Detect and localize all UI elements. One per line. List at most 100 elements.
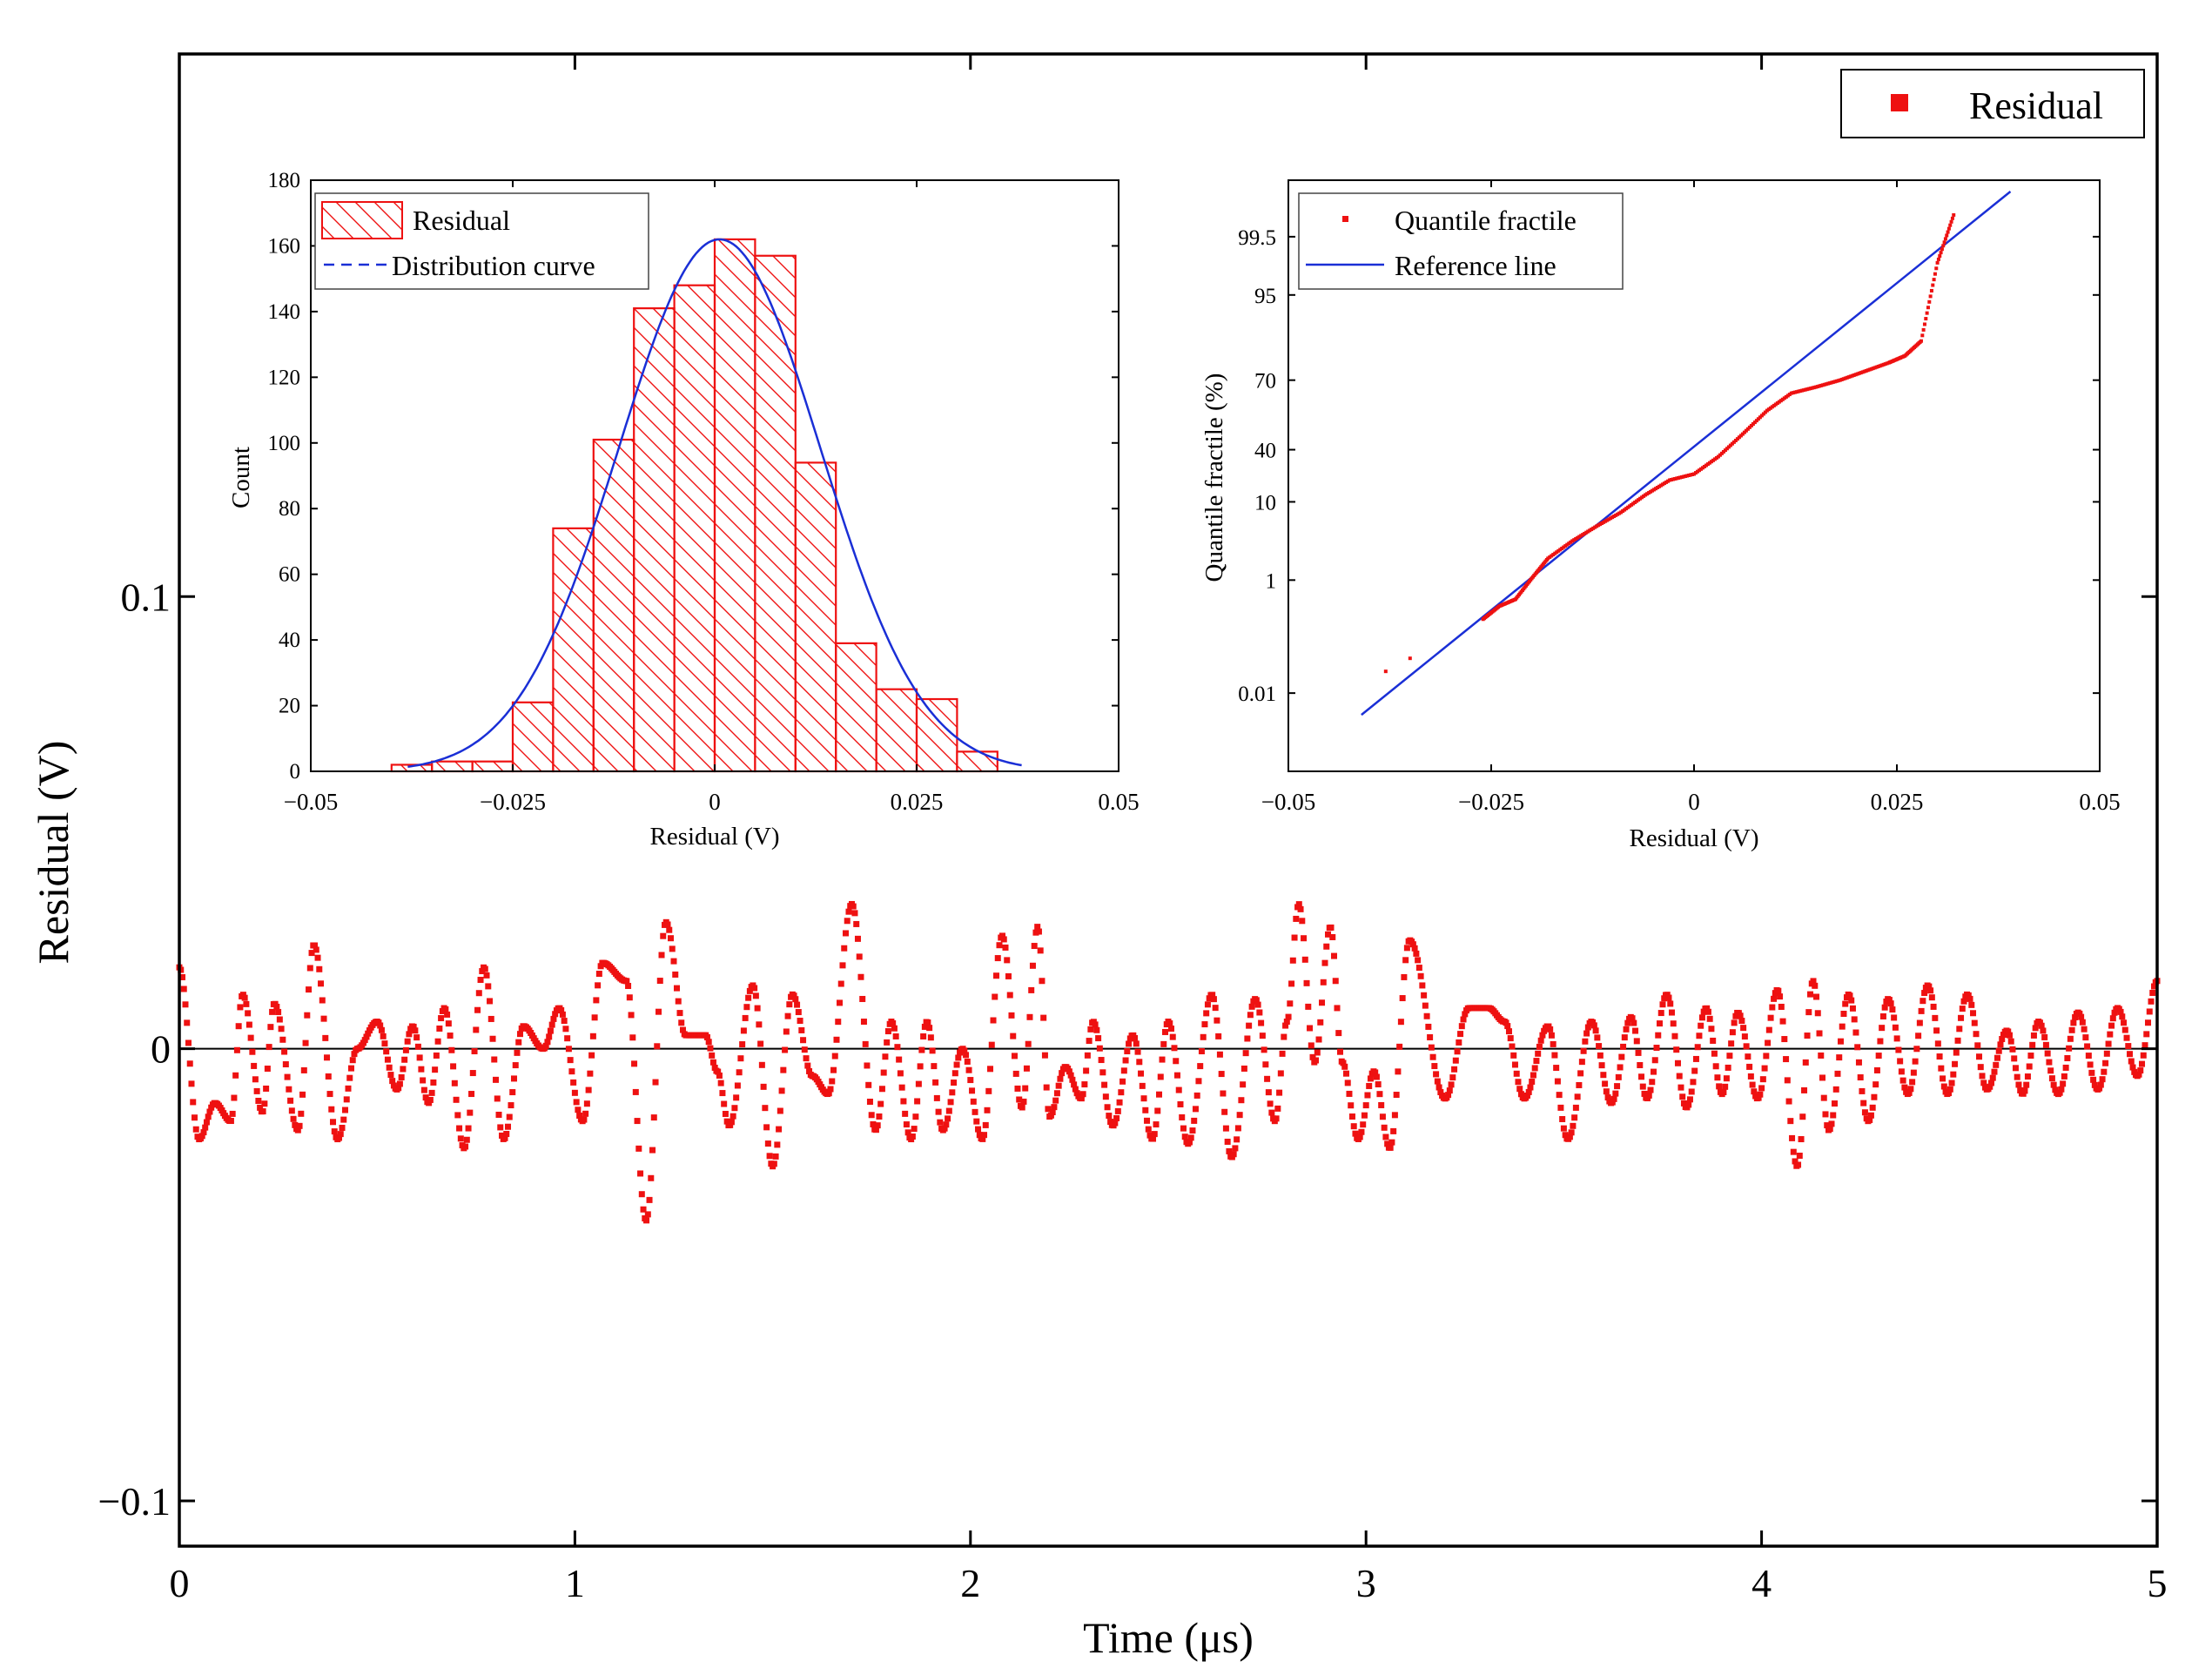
residual-point	[1277, 1070, 1284, 1077]
residual-point	[1597, 1052, 1604, 1059]
residual-point	[1071, 1081, 1078, 1088]
residual-point	[638, 1191, 645, 1198]
residual-point	[1572, 1104, 1579, 1111]
residual-point	[1548, 1032, 1555, 1039]
residual-point	[804, 1062, 811, 1069]
probability-legend: Quantile fractile Reference line	[1298, 192, 1624, 290]
residual-point	[654, 1043, 661, 1050]
residual-point	[723, 1118, 730, 1125]
quantile-point	[1941, 244, 1946, 248]
residual-point	[1795, 1161, 1802, 1168]
residual-point	[1860, 1100, 1867, 1107]
residual-point	[546, 1033, 553, 1040]
residual-point	[1852, 1029, 1859, 1036]
quantile-point	[1942, 240, 1946, 245]
residual-point	[503, 1130, 510, 1137]
residual-point	[1378, 1101, 1385, 1108]
residual-point	[1425, 1023, 1432, 1030]
histogram-x-tick-label: 0.025	[891, 789, 944, 815]
residual-point	[845, 908, 852, 915]
residual-point	[1403, 945, 1410, 952]
residual-point	[481, 965, 488, 972]
residual-point	[433, 1052, 440, 1059]
histogram-bar	[673, 284, 716, 773]
residual-point	[1332, 978, 1339, 985]
residual-point	[1051, 1104, 1058, 1111]
residual-point	[568, 1068, 575, 1075]
residual-point	[564, 1035, 571, 1042]
residual-point	[1504, 1023, 1511, 1030]
residual-point	[1728, 1040, 1735, 1047]
quantile-point	[1931, 283, 1935, 287]
residual-point	[1828, 1120, 1835, 1127]
histogram-bar	[875, 688, 918, 773]
residual-point	[1716, 1083, 1723, 1090]
residual-point	[1967, 995, 1973, 1002]
residual-point	[1657, 1020, 1664, 1027]
main-legend: Residual	[1840, 69, 2145, 138]
residual-point	[1759, 1076, 1766, 1083]
residual-point	[1918, 1007, 1925, 1014]
residual-point	[404, 1038, 411, 1045]
residual-point	[1144, 1117, 1151, 1124]
probability-x-tick-label: 0.025	[1871, 789, 1924, 815]
residual-point	[558, 1006, 565, 1013]
residual-point	[1927, 987, 1934, 994]
residual-point	[1215, 1033, 1222, 1039]
residual-point	[1536, 1043, 1543, 1050]
residual-point	[2099, 1076, 2106, 1083]
residual-point	[963, 1052, 970, 1059]
residual-point	[1673, 1046, 1680, 1053]
residual-point	[1303, 979, 1310, 986]
residual-point	[1993, 1061, 2000, 1068]
residual-point	[631, 1060, 638, 1067]
residual-point	[650, 1114, 657, 1121]
residual-point	[676, 1010, 683, 1017]
probability-y-tick-label: 40	[1254, 440, 1276, 463]
residual-point	[1820, 1094, 1827, 1101]
residual-point	[182, 1001, 189, 1008]
residual-point	[1503, 1019, 1509, 1026]
residual-point	[1576, 1081, 1583, 1088]
residual-point	[1240, 1065, 1247, 1072]
residual-point	[1214, 1017, 1220, 1024]
residual-point	[1175, 1086, 1182, 1093]
histogram-y-tick-label: 160	[268, 234, 301, 258]
residual-point	[1859, 1087, 1866, 1094]
residual-point	[1895, 1046, 1902, 1053]
residual-point	[918, 1046, 925, 1053]
residual-point	[1523, 1092, 1530, 1099]
residual-point	[660, 932, 667, 939]
residual-point	[252, 1076, 259, 1083]
residual-point	[1775, 987, 1782, 994]
residual-point	[462, 1143, 469, 1150]
residual-point	[955, 1054, 962, 1061]
residual-point	[853, 920, 860, 927]
residual-point	[729, 1113, 736, 1120]
residual-point	[2123, 1034, 2130, 1041]
residual-point	[947, 1099, 954, 1106]
residual-point	[836, 999, 843, 1006]
residual-point	[1618, 1053, 1625, 1060]
residual-point	[1551, 1052, 1558, 1059]
residual-point	[1376, 1091, 1383, 1098]
residual-point	[1977, 1064, 1984, 1071]
residual-point	[924, 1019, 931, 1026]
residual-point	[1840, 1010, 1847, 1017]
residual-point	[1240, 1081, 1247, 1088]
residual-point	[1758, 1085, 1765, 1092]
residual-point	[1647, 1086, 1654, 1093]
residual-point	[1049, 1109, 1056, 1116]
residual-point	[628, 1012, 635, 1019]
residual-point	[783, 1028, 790, 1035]
residual-point	[1583, 1030, 1590, 1037]
residual-point	[866, 1099, 873, 1106]
residual-point	[982, 1121, 989, 1128]
residual-point	[1757, 1091, 1764, 1098]
residual-point	[1836, 1054, 1843, 1061]
residual-point	[1796, 1153, 1803, 1160]
residual-point	[1711, 1050, 1718, 1057]
histogram-inset: −0.05 −0.025 0 0.025 0.05 0 20 40 60 80 100 120 140 1…	[227, 169, 1140, 851]
residual-point	[286, 1086, 292, 1093]
residual-point	[245, 1021, 252, 1028]
